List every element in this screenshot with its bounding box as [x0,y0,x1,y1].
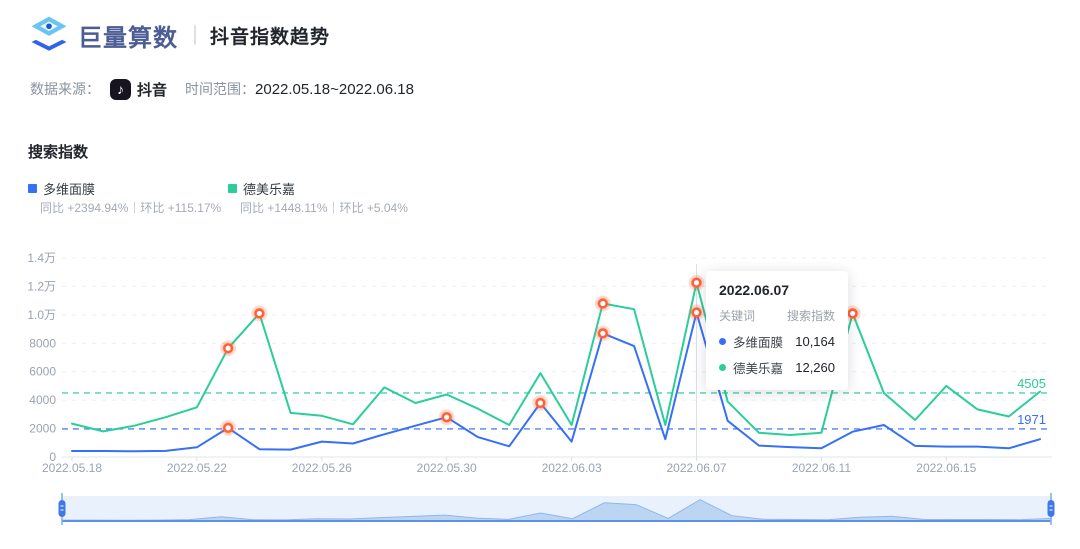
marker-point[interactable] [223,422,234,433]
data-source-name: 抖音 [137,81,168,99]
tooltip-col-keyword: 关键词 [719,309,756,323]
header: 巨量算数 抖音指数趋势 [28,14,330,56]
trend-line-chart[interactable]: 0 2000 4000 6000 8000 1.0万 1.2万 1.4万 2022.05.18 2… [0,240,1080,490]
series-dot-blue [719,338,726,345]
marker-point[interactable] [597,328,608,339]
series-line-2[interactable] [71,281,1041,436]
avg-value-label: 1971 [1017,412,1046,427]
brand-name[interactable]: 巨量算数 [78,24,178,52]
series-line-1[interactable] [71,311,1041,453]
section-title-search-index: 搜索指数 [28,144,89,161]
x-tick-label: 2022.06.07 [666,461,726,475]
scrubber-preview-area [61,499,1052,522]
tooltip-row: 德美乐嘉 12,260 [719,358,835,377]
time-range-value: 2022.05.18~2022.06.18 [255,80,414,98]
x-tick-label: 2022.06.03 [542,461,602,475]
y-tick-label: 6000 [29,365,56,379]
legend-swatch-blue [28,184,37,193]
marker-point[interactable] [535,397,546,408]
meta-row: 数据来源： ♪ 抖音 时间范围： 2022.05.18~2022.06.18 [30,78,414,100]
scrubber-handle-left[interactable] [58,500,66,517]
data-source-label: 数据来源： [30,81,100,97]
tooltip-row: 多维面膜 10,164 [719,332,835,351]
scrubber-handle-right[interactable] [1047,500,1055,517]
y-tick-label: 0 [49,450,56,464]
x-tick-label: 2022.05.22 [167,461,227,475]
marker-point[interactable] [847,308,858,319]
y-tick-label: 1.4万 [27,251,56,265]
legend-stats-keyword-1: 同比 +2394.94%｜环比 +115.17% [40,201,222,215]
y-tick-label: 1.0万 [27,308,56,322]
chart-tooltip: 2022.06.07 关键词 搜索指数 多维面膜 10,164 德美乐嘉 12,… [706,271,848,390]
marker-point[interactable] [441,412,452,423]
legend-label: 德美乐嘉 [243,182,296,197]
marker-point[interactable] [597,298,608,309]
marker-point[interactable] [254,308,265,319]
y-tick-label: 4000 [29,393,56,407]
legend-stats-keyword-2: 同比 +1448.11%｜环比 +5.04% [240,201,408,215]
legend-item-keyword-2[interactable]: 德美乐嘉 [228,179,295,198]
time-range-scrubber[interactable] [0,488,1080,538]
marker-point[interactable] [223,343,234,354]
avg-value-label: 4505 [1017,376,1046,391]
x-tick-label: 2022.05.18 [42,461,102,475]
x-tick-label: 2022.06.15 [916,461,976,475]
tooltip-col-value: 搜索指数 [786,309,835,323]
douyin-note-icon: ♪ [110,78,131,100]
y-tick-label: 1.2万 [27,279,56,293]
marker-point[interactable] [691,307,702,318]
legend-label: 多维面膜 [43,182,96,197]
header-divider [194,25,196,45]
page-title: 抖音指数趋势 [210,26,331,48]
juliang-suanshu-logo-icon[interactable] [28,14,70,56]
x-tick-label: 2022.06.11 [792,461,851,475]
marker-point[interactable] [691,277,702,288]
x-tick-label: 2022.05.30 [417,461,477,475]
legend-item-keyword-1[interactable]: 多维面膜 [28,179,95,198]
x-tick-label: 2022.05.26 [292,461,352,475]
legend-swatch-green [228,184,237,193]
y-tick-label: 8000 [29,336,56,350]
time-range-label: 时间范围： [185,81,256,97]
tooltip-date: 2022.06.07 [719,282,790,298]
series-dot-green [719,364,726,371]
y-tick-label: 2000 [29,422,56,436]
